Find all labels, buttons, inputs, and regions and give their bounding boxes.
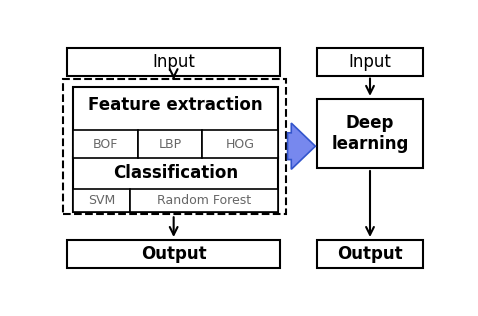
Bar [73,87,278,158]
Text: Output: Output [337,245,403,263]
Text: Input: Input [152,53,195,71]
Text: SVM: SVM [88,194,115,207]
Bar [317,240,423,268]
Bar [73,189,130,212]
Bar [138,131,202,158]
Text: BOF: BOF [92,138,118,151]
Polygon shape [288,123,315,169]
Text: Input: Input [348,53,391,71]
Bar [317,99,423,168]
Bar [73,157,278,212]
Bar [73,131,138,158]
Bar [317,48,423,76]
Text: Output: Output [141,245,206,263]
Bar [64,79,286,214]
Text: Feature extraction: Feature extraction [88,96,263,114]
Text: HOG: HOG [226,138,255,151]
Text: LBP: LBP [158,138,182,151]
Text: Deep
learning: Deep learning [331,114,409,153]
Text: Classification: Classification [113,164,238,182]
Bar [130,189,278,212]
Text: Random Forest: Random Forest [157,194,251,207]
Bar [67,48,280,76]
Bar [202,131,278,158]
Bar [67,240,280,268]
